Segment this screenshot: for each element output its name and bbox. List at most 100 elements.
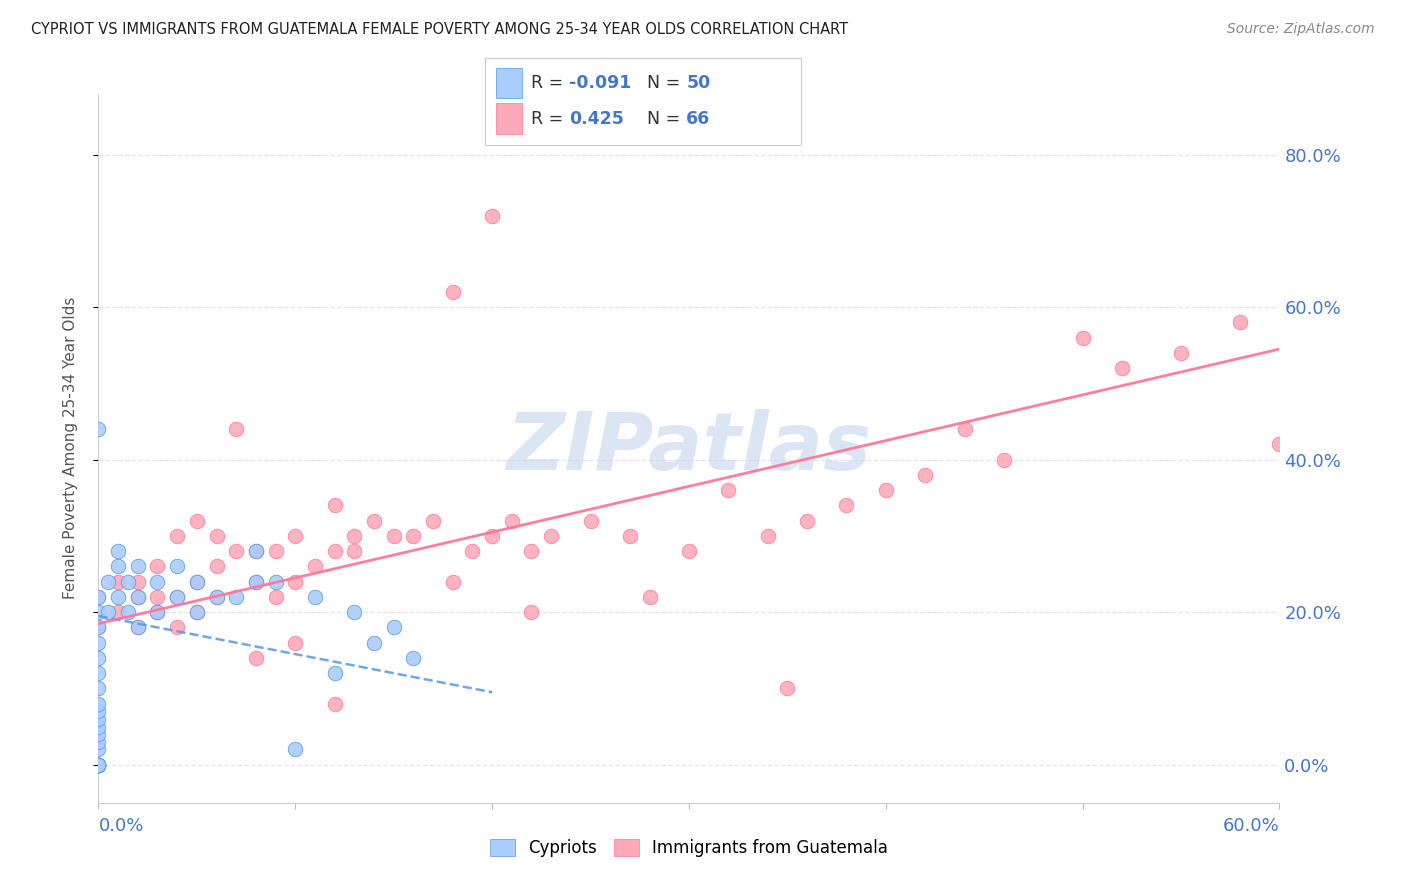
Point bbox=[87, 757, 110, 772]
Point bbox=[87, 620, 110, 634]
Point bbox=[619, 529, 641, 543]
Point bbox=[205, 529, 228, 543]
Point bbox=[520, 605, 543, 619]
Point bbox=[363, 514, 385, 528]
Point bbox=[875, 483, 897, 498]
Text: N =: N = bbox=[647, 110, 686, 128]
Point bbox=[363, 635, 385, 649]
Point bbox=[186, 605, 208, 619]
Point bbox=[501, 514, 523, 528]
Point bbox=[402, 529, 425, 543]
Point bbox=[107, 559, 129, 574]
Point bbox=[127, 559, 149, 574]
Point bbox=[87, 422, 110, 436]
Point bbox=[540, 529, 562, 543]
Point bbox=[166, 529, 188, 543]
Point bbox=[914, 467, 936, 482]
Point bbox=[87, 712, 110, 726]
Point bbox=[264, 544, 287, 558]
Point bbox=[205, 590, 228, 604]
Text: ZIPatlas: ZIPatlas bbox=[506, 409, 872, 487]
Point bbox=[245, 544, 267, 558]
Point bbox=[343, 529, 366, 543]
Point bbox=[146, 605, 169, 619]
Point bbox=[1229, 315, 1251, 329]
Point bbox=[87, 720, 110, 734]
Point bbox=[264, 574, 287, 589]
Point bbox=[245, 544, 267, 558]
Point bbox=[441, 574, 464, 589]
Point bbox=[87, 742, 110, 756]
Point bbox=[441, 285, 464, 299]
Point bbox=[87, 697, 110, 711]
Point bbox=[323, 499, 346, 513]
Point bbox=[402, 651, 425, 665]
Point bbox=[382, 529, 405, 543]
Point bbox=[225, 590, 247, 604]
Point bbox=[245, 574, 267, 589]
Point bbox=[481, 209, 503, 223]
Text: 66: 66 bbox=[686, 110, 710, 128]
Point bbox=[127, 620, 149, 634]
Point bbox=[146, 559, 169, 574]
Text: N =: N = bbox=[647, 74, 686, 92]
Point bbox=[87, 681, 110, 696]
Text: Source: ZipAtlas.com: Source: ZipAtlas.com bbox=[1227, 22, 1375, 37]
Point bbox=[953, 422, 976, 436]
Point bbox=[186, 574, 208, 589]
Point bbox=[107, 590, 129, 604]
Point bbox=[166, 620, 188, 634]
Point bbox=[87, 590, 110, 604]
Point bbox=[225, 544, 247, 558]
Point bbox=[146, 574, 169, 589]
Point bbox=[481, 529, 503, 543]
Point bbox=[87, 727, 110, 741]
Point bbox=[835, 499, 858, 513]
Text: 50: 50 bbox=[686, 74, 710, 92]
Point bbox=[127, 590, 149, 604]
Point bbox=[461, 544, 484, 558]
Point bbox=[87, 757, 110, 772]
Point bbox=[638, 590, 661, 604]
Point bbox=[107, 544, 129, 558]
Point bbox=[166, 559, 188, 574]
Point bbox=[186, 574, 208, 589]
Text: R =: R = bbox=[531, 110, 575, 128]
Point bbox=[127, 620, 149, 634]
Text: R =: R = bbox=[531, 74, 569, 92]
Point bbox=[205, 559, 228, 574]
Point bbox=[87, 704, 110, 718]
Point bbox=[1071, 331, 1094, 345]
Point bbox=[87, 605, 110, 619]
Point bbox=[1170, 346, 1192, 360]
Point bbox=[107, 605, 129, 619]
Point bbox=[87, 735, 110, 749]
Text: 60.0%: 60.0% bbox=[1223, 816, 1279, 835]
Text: 0.0%: 0.0% bbox=[98, 816, 143, 835]
Point bbox=[87, 757, 110, 772]
Point bbox=[127, 590, 149, 604]
Point bbox=[323, 544, 346, 558]
Point bbox=[323, 697, 346, 711]
Point bbox=[117, 605, 139, 619]
Point bbox=[87, 666, 110, 681]
Point bbox=[284, 742, 307, 756]
Legend: Cypriots, Immigrants from Guatemala: Cypriots, Immigrants from Guatemala bbox=[482, 830, 896, 865]
Point bbox=[756, 529, 779, 543]
Point bbox=[776, 681, 799, 696]
Point bbox=[97, 574, 120, 589]
Text: 0.425: 0.425 bbox=[569, 110, 624, 128]
Point bbox=[343, 605, 366, 619]
Point bbox=[245, 651, 267, 665]
Point bbox=[1111, 361, 1133, 376]
Point bbox=[264, 590, 287, 604]
Point bbox=[87, 651, 110, 665]
Point bbox=[678, 544, 700, 558]
Point bbox=[166, 590, 188, 604]
Point bbox=[323, 666, 346, 681]
Point bbox=[166, 590, 188, 604]
Point bbox=[87, 757, 110, 772]
Point bbox=[284, 529, 307, 543]
Point bbox=[284, 574, 307, 589]
Point bbox=[579, 514, 602, 528]
